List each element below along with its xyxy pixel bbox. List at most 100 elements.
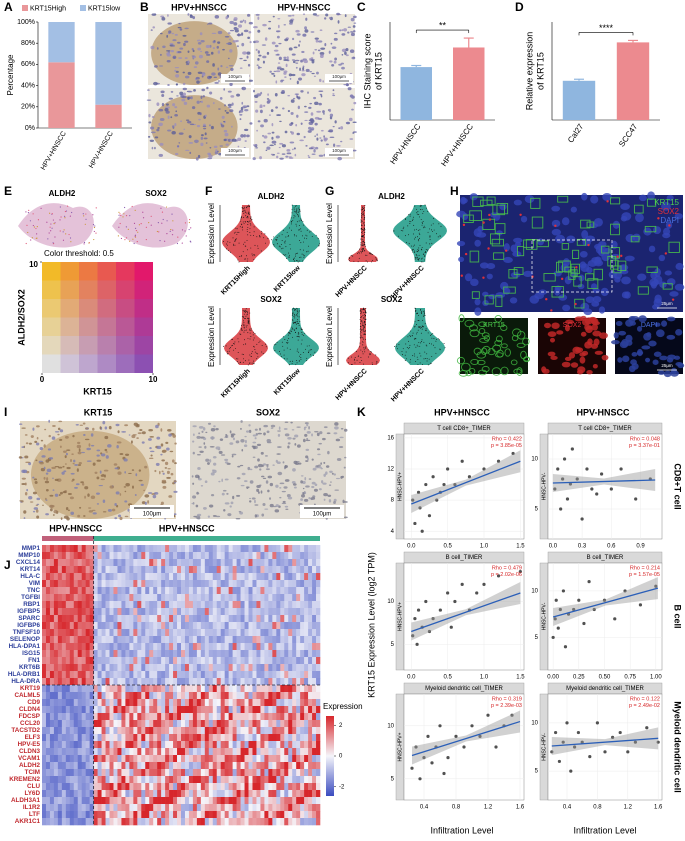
cell [611, 339, 620, 345]
cell-dot [363, 349, 365, 351]
cell-dot [419, 257, 421, 259]
heat-cell [181, 699, 186, 707]
heat-cell [69, 622, 75, 630]
cell [289, 77, 292, 80]
heat-cell [161, 664, 166, 672]
heat-cell [53, 678, 59, 686]
cell [190, 96, 193, 100]
heat-cell [308, 601, 313, 609]
x-tick-label: 0.75 [624, 675, 636, 681]
cell-dot [426, 358, 428, 360]
heat-cell [260, 566, 265, 574]
y-tick-label: 80% [21, 40, 35, 47]
heat-cell [200, 587, 206, 595]
confidence-band [411, 581, 521, 641]
cell [265, 464, 269, 466]
heat-cell [137, 559, 142, 567]
umap-cell [26, 224, 28, 226]
cell [249, 468, 253, 471]
cell [263, 432, 266, 436]
heat-cell [304, 559, 309, 567]
heat-cell [81, 678, 86, 686]
cell-dot [239, 333, 241, 335]
heat-cell [272, 545, 277, 553]
color-cell [60, 262, 79, 281]
heat-cell [45, 692, 51, 700]
cell [236, 33, 242, 37]
cell-dot [267, 238, 269, 240]
cell-dot [363, 325, 365, 327]
cell [556, 330, 564, 335]
cell-dot [287, 332, 289, 334]
cell [318, 488, 322, 491]
cell [147, 135, 151, 138]
cell-dot [363, 321, 365, 323]
cell [316, 432, 320, 437]
x-tick-label: HPV-HNSCC [335, 368, 369, 402]
x-tick-label: 1.6 [654, 805, 663, 811]
heat-cell [181, 559, 186, 567]
cell-dot [243, 344, 245, 346]
cell [150, 450, 155, 453]
umap-cell [166, 233, 168, 235]
heat-cell [192, 643, 198, 651]
error-bar [463, 37, 474, 48]
heat-cell [109, 671, 114, 679]
cell [326, 432, 331, 435]
heat-cell [264, 559, 269, 567]
heat-cell [42, 552, 47, 560]
nucleus [585, 296, 595, 304]
umap-cell [46, 221, 48, 223]
heat-cell [157, 587, 162, 595]
heat-cell [228, 678, 233, 686]
cell [296, 426, 301, 428]
cell [282, 461, 285, 464]
heat-cell [105, 692, 110, 700]
umap-cell [150, 215, 152, 217]
heat-cell [232, 587, 237, 595]
cell [313, 488, 318, 492]
cell-dot [412, 233, 414, 235]
y-tick-label: 60% [21, 61, 35, 68]
nucleus [608, 270, 617, 279]
cell-dot [293, 209, 295, 211]
heat-cell [69, 664, 75, 672]
cell [323, 461, 326, 464]
cell-dot [423, 253, 424, 255]
heat-cell [137, 573, 142, 581]
heat-cell [53, 545, 59, 553]
cell-dot [370, 351, 372, 353]
heat-cell [272, 629, 277, 637]
cell [211, 32, 217, 35]
heat-cell [188, 671, 194, 679]
cell-dot [421, 313, 422, 314]
cell-dot [363, 327, 365, 329]
cell-dot [245, 329, 247, 331]
color-cell [116, 262, 135, 281]
heat-cell [157, 552, 162, 560]
point [563, 645, 568, 649]
cell-dot [294, 211, 296, 213]
cell [283, 486, 288, 489]
cell-dot [420, 312, 422, 313]
heat-cell [276, 657, 281, 665]
cell-dot [361, 228, 363, 229]
heat-cell [161, 650, 166, 658]
membrane [573, 276, 582, 287]
cell [476, 351, 487, 359]
cell [39, 462, 44, 465]
row-title: CD8+T cell [673, 463, 683, 509]
cell [196, 80, 200, 84]
heat-cell [45, 699, 51, 707]
cell [214, 81, 219, 84]
heat-cell [97, 643, 102, 651]
cell-dot [297, 319, 299, 321]
cell [242, 51, 247, 55]
color-cell [97, 262, 116, 281]
cell [325, 13, 329, 17]
x-tick-label: HPV-HNSCC [88, 130, 115, 169]
cell-dot [303, 249, 304, 251]
heat-cell [264, 629, 269, 637]
heat-cell [284, 608, 289, 616]
heat-cell [256, 608, 261, 616]
